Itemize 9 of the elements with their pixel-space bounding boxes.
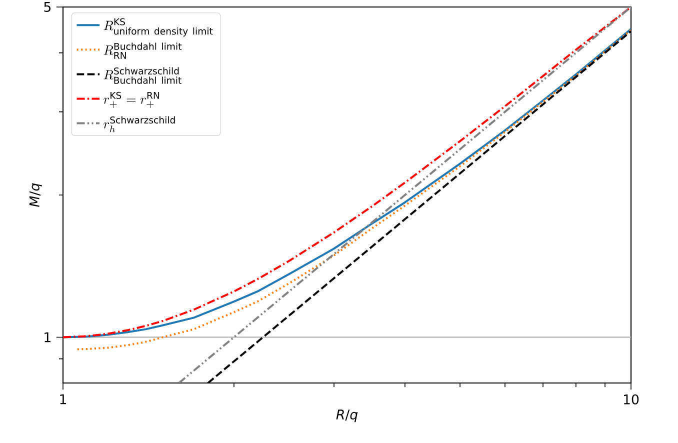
legend-label: $R^{\mathrm{Buchdahl\ limit}}_{\mathrm{RN}}$ <box>104 42 182 59</box>
legend-label: $R^{\mathrm{Schwarzschild}}_{\mathrm{Buchdahl\ limit}}$ <box>104 67 182 84</box>
legend-label: $R^{\mathrm{KS}}_{\mathrm{uniform\ density\ limit}}$ <box>104 18 213 36</box>
y-tick-label: 5 <box>44 2 50 12</box>
legend-label: $r_{h}^{\mathrm{Schwarzschild}}$ <box>104 116 175 132</box>
y-axis-title: M/q <box>30 183 42 207</box>
legend-label: $r_{+}^{\mathrm{KS}} = r_{+}^{\mathrm{RN}}$ <box>104 92 160 108</box>
x-tick-label: 10 <box>624 394 639 404</box>
x-axis-title: R/q <box>336 410 358 422</box>
